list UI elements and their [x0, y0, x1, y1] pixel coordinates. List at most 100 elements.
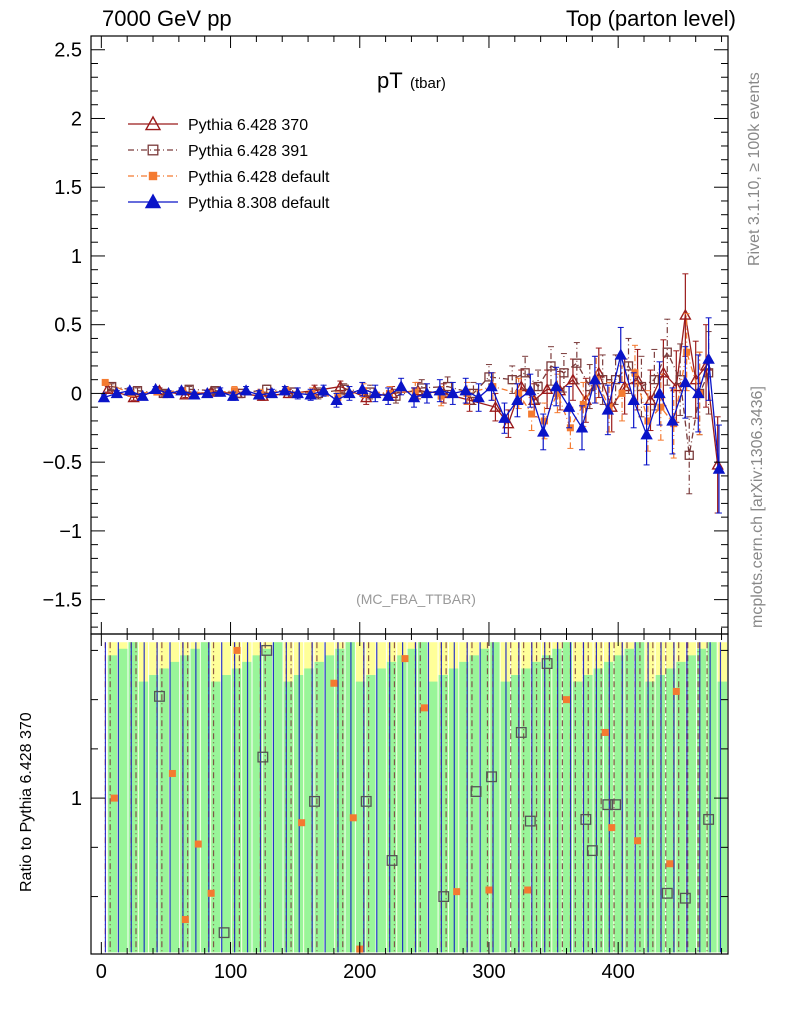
process-label: Top (parton level)	[566, 6, 736, 31]
ratio-point	[666, 860, 674, 868]
ratio-point	[154, 690, 165, 702]
data-point	[446, 386, 459, 399]
ratio-band-inner	[138, 681, 149, 953]
data-point	[485, 380, 498, 392]
ratio-point	[486, 771, 497, 783]
rivet-version-label: Rivet 3.1.10, ≥ 100k events	[746, 72, 763, 266]
legend-label: Pythia 6.428 391	[188, 143, 308, 160]
ratio-band-inner	[696, 648, 707, 953]
legend-label: Pythia 6.428 default	[188, 169, 330, 186]
data-point	[662, 347, 672, 357]
y-tick-label: 0.5	[54, 315, 82, 337]
data-point	[437, 392, 445, 400]
data-point	[533, 381, 543, 392]
ratio-point	[634, 837, 642, 845]
y-tick-label: 0	[71, 383, 82, 405]
ratio-point	[401, 655, 409, 663]
ratio-point	[515, 727, 527, 738]
ratio-band-inner	[335, 648, 345, 953]
data-point	[636, 381, 647, 392]
data-point	[110, 386, 124, 399]
data-point	[101, 378, 109, 386]
ratio-point	[330, 679, 338, 687]
ratio-band-inner	[541, 655, 552, 953]
data-point	[683, 348, 691, 356]
ratio-point	[562, 696, 570, 704]
data-point	[670, 380, 683, 392]
data-point	[618, 389, 626, 397]
ratio-series-lines	[104, 642, 722, 953]
data-point	[472, 391, 485, 403]
ratio-band-inner	[634, 642, 645, 953]
ratio-point	[181, 916, 189, 924]
data-point	[553, 389, 561, 397]
ratio-band-inner	[397, 655, 407, 953]
ratio-band-inner	[531, 661, 541, 953]
data-point	[692, 386, 705, 399]
ratio-point	[207, 889, 215, 897]
data-point	[252, 388, 266, 400]
data-point	[702, 352, 715, 364]
ratio-point	[601, 728, 609, 736]
ratio-band-inner	[283, 681, 293, 953]
ratio-point	[298, 819, 306, 827]
data-point	[524, 384, 537, 396]
data-point	[407, 391, 421, 403]
plot-frames	[90, 35, 729, 955]
data-point	[644, 393, 657, 405]
data-point	[712, 462, 726, 474]
ratio-point	[580, 813, 592, 825]
ratio-band-inner	[200, 642, 211, 953]
data-point	[520, 368, 530, 378]
x-tick-label: 0	[96, 961, 107, 983]
data-point	[507, 375, 517, 385]
data-point	[572, 358, 582, 368]
data-point	[640, 428, 653, 440]
data-point	[549, 380, 563, 392]
data-point	[566, 373, 580, 385]
data-point	[649, 375, 660, 385]
data-point	[278, 384, 292, 396]
ratio-band-inner	[386, 661, 397, 953]
ratio-point	[610, 799, 622, 811]
y-tick-label: −0.5	[43, 452, 82, 474]
ratio-band-inner	[438, 675, 448, 953]
ratio-band-inner	[407, 648, 417, 953]
ratio-band-inner	[169, 661, 180, 953]
legend-marker	[147, 144, 159, 156]
data-point	[537, 425, 550, 437]
data-point	[515, 389, 523, 397]
ratio-band-inner	[500, 681, 510, 953]
ratio-band-inner	[510, 675, 521, 953]
data-point	[291, 386, 304, 399]
data-point	[317, 384, 330, 396]
data-point	[541, 417, 549, 425]
ratio-point	[485, 886, 493, 894]
data-point	[265, 386, 279, 399]
ratio-band-inner	[376, 668, 386, 953]
ratio-band-inner	[469, 655, 479, 953]
source-label: mcplots.cern.ch [arXiv:1306.3436]	[749, 386, 766, 628]
data-point	[201, 386, 214, 399]
ratio-y-tick-label: 1	[71, 788, 82, 810]
legend: Pythia 6.428 370 Pythia 6.428 391 Pythia 6…	[128, 115, 330, 212]
data-point	[394, 380, 408, 392]
ratio-point	[233, 646, 241, 654]
data-point	[459, 384, 472, 396]
ratio-band-inner	[428, 681, 438, 953]
ratio-band-inner	[190, 648, 200, 953]
ratio-point	[386, 855, 398, 866]
ratio-point	[309, 795, 320, 807]
legend-label: Pythia 6.428 370	[188, 117, 308, 134]
x-tick-label: 200	[343, 961, 376, 983]
ratio-band-inner	[262, 648, 273, 953]
data-point	[653, 386, 666, 399]
ratio-band-inner	[304, 668, 314, 953]
ratio-band-inner	[562, 642, 572, 953]
ratio-band-inner	[572, 681, 583, 953]
ratio-band-inner	[624, 648, 634, 953]
data-point	[136, 389, 149, 401]
data-point	[369, 386, 382, 399]
ratio-band-inner	[521, 668, 531, 953]
main-plot-frame	[90, 35, 729, 635]
